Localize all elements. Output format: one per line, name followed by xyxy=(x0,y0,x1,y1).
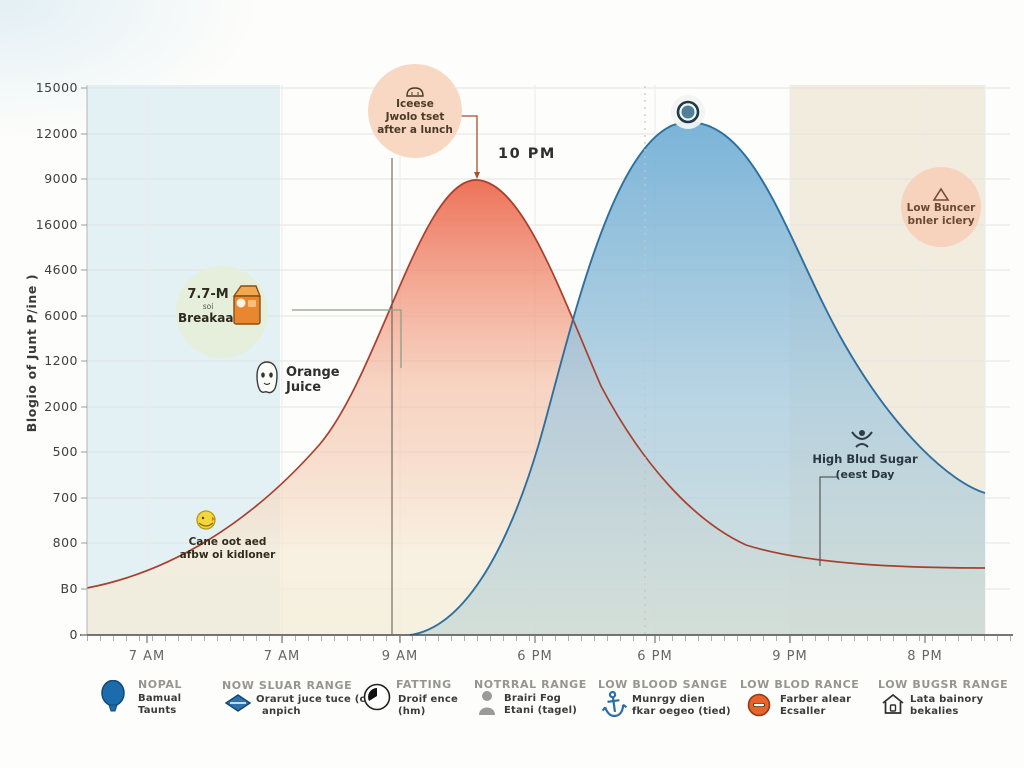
ghost-icon xyxy=(256,361,278,394)
orange-juice-label: Orange Juice xyxy=(286,365,340,395)
connector-arrowhead xyxy=(474,172,480,179)
morning-note-line1: Cane oot aed xyxy=(188,536,267,548)
breakfast-line3: Breakaat xyxy=(178,311,240,325)
legend-line: Farber alear xyxy=(780,694,852,705)
legend-header: NOW SLUAR RANGE xyxy=(222,679,353,692)
legend-line: Munrgy dien xyxy=(632,694,705,705)
y-tick-label: B0 xyxy=(60,581,78,596)
red-spike-area xyxy=(87,180,985,635)
lunch-bubble-line2: Jwolo tset xyxy=(385,111,445,123)
y-tick-label: 2000 xyxy=(44,399,78,414)
x-tick-label: 9 AM xyxy=(381,649,419,664)
y-tick-label: 15000 xyxy=(35,80,78,95)
legend-line: Lata bainory xyxy=(910,694,984,705)
legend-line: Brairi Fog xyxy=(504,693,562,704)
legend-line: Etani (tagel) xyxy=(504,705,578,716)
legend-line: Taunts xyxy=(138,705,177,716)
legend-line: bekalies xyxy=(910,706,959,717)
house-icon xyxy=(882,693,904,714)
legend-header: NOTRRAL RANGE xyxy=(474,678,587,691)
breakfast-connector xyxy=(292,309,402,368)
y-tick-label: 4600 xyxy=(44,262,78,277)
high-sugar-line1: High Blud Sugar xyxy=(812,452,918,466)
low-sugar-annotation-bubble: Low Buncer bnler iclery xyxy=(901,167,981,247)
legend-header: LOW BLOD RANCE xyxy=(740,678,860,691)
x-tick-label: 7 AM xyxy=(128,649,166,664)
warning-triangle-icon xyxy=(932,187,950,201)
blue-peak-marker xyxy=(671,95,705,129)
legend-header: FATTING xyxy=(396,678,452,691)
breakfast-line1: 7.7-M xyxy=(187,287,229,302)
diamond-icon xyxy=(224,694,252,712)
x-tick-label: 7 AM xyxy=(263,649,301,664)
lunch-annotation-bubble: Iceese Jwolo tset after a lunch xyxy=(368,64,462,158)
x-tick-label: 6 PM xyxy=(517,649,553,664)
lunch-bubble-line1: Iceese xyxy=(396,98,434,110)
lunch-bubble-line3: after a lunch xyxy=(377,124,453,136)
legend-line: Droif ence xyxy=(398,694,458,705)
legend-line: Ecsaller xyxy=(780,706,826,717)
y-tick-label: 500 xyxy=(52,444,78,459)
x-tick-label: 8 PM xyxy=(907,649,943,664)
morning-note-line2: afbw oi kidloner xyxy=(179,549,276,561)
x-tick-label: 9 PM xyxy=(772,649,808,664)
time-peak-label: 10 PM xyxy=(498,146,556,162)
balloon-icon xyxy=(101,680,125,712)
minus-circle-icon xyxy=(747,693,771,717)
y-tick-label: 1200 xyxy=(44,353,78,368)
y-tick-label: 700 xyxy=(52,490,78,505)
bread-icon xyxy=(406,87,424,97)
legend-line: Orarut juce tuce (ceks) xyxy=(256,694,391,705)
juice-carton-icon xyxy=(232,285,262,325)
person-icon xyxy=(479,691,495,715)
y-tick-label: 9000 xyxy=(44,171,78,186)
morning-note: Cane oot aed afbw oi kidloner xyxy=(140,536,315,562)
orange-juice-line1: Orange xyxy=(286,365,340,380)
legend-line: Bamual xyxy=(138,693,182,704)
y-tick-marks xyxy=(81,87,87,636)
lunch-to-peak-connector xyxy=(456,115,478,174)
breakfast-annotation-bubble: 7.7-M soi Breakaat xyxy=(176,266,268,358)
x-tick-label: 6 PM xyxy=(637,649,673,664)
low-sugar-line2: bnler iclery xyxy=(907,214,975,227)
celebration-person-icon xyxy=(851,430,873,448)
blue-spike-area xyxy=(410,122,985,635)
breakfast-line2: soi xyxy=(202,302,214,311)
high-sugar-connector xyxy=(819,476,838,566)
y-tick-label: 12000 xyxy=(35,126,78,141)
legend-header: NOPAL xyxy=(138,678,183,691)
y-tick-label: 800 xyxy=(52,535,78,550)
orange-juice-line2: Juice xyxy=(286,380,322,395)
y-tick-label: 16000 xyxy=(35,217,78,232)
legend-line: anpich xyxy=(262,706,301,717)
anchor-icon xyxy=(601,690,628,718)
red-spike-line xyxy=(86,179,986,589)
y-tick-label: 6000 xyxy=(44,308,78,323)
high-sugar-note: High Blud Sugar (eest Day xyxy=(795,452,935,482)
legend-header: LOW BLOOD SANGE xyxy=(598,678,728,691)
fasting-dial-icon xyxy=(363,683,391,711)
legend-line: fkar oegeo (tied) xyxy=(632,706,731,717)
legend-header: LOW BUGSR RANGE xyxy=(878,678,1009,691)
chick-icon xyxy=(196,510,216,530)
high-sugar-line2: (eest Day xyxy=(835,468,895,481)
legend-line: (hm) xyxy=(398,706,426,717)
x-minor-ticks xyxy=(87,636,1013,641)
y-tick-label: 0 xyxy=(69,627,78,642)
low-sugar-line1: Low Buncer xyxy=(906,201,976,214)
